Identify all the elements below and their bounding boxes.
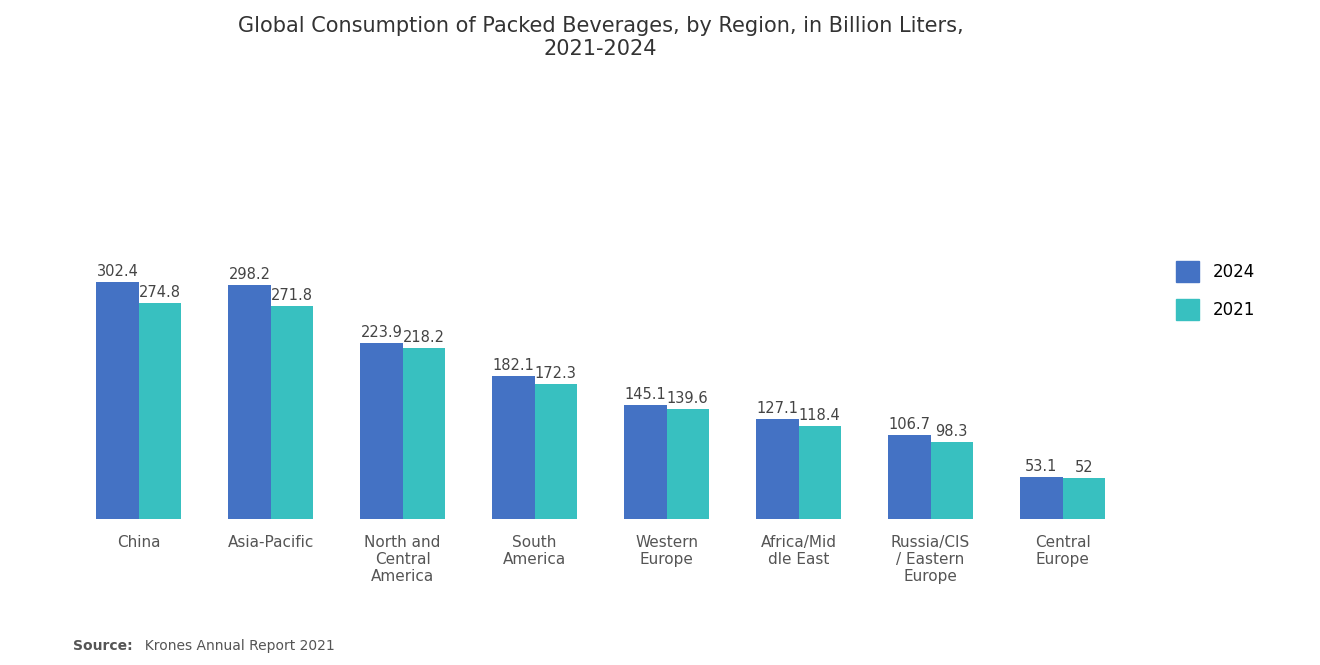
Text: 106.7: 106.7 (888, 417, 931, 432)
Text: 223.9: 223.9 (360, 325, 403, 340)
Bar (756, 419, 799, 519)
Bar (888, 435, 931, 519)
Bar (667, 409, 709, 519)
Bar (271, 306, 313, 519)
Text: 274.8: 274.8 (139, 285, 181, 300)
Title: Global Consumption of Packed Beverages, by Region, in Billion Liters,
2021-2024: Global Consumption of Packed Beverages, … (238, 15, 964, 59)
Text: 139.6: 139.6 (667, 391, 709, 406)
Text: 98.3: 98.3 (936, 424, 968, 438)
Text: 218.2: 218.2 (403, 330, 445, 344)
Text: 172.3: 172.3 (535, 366, 577, 380)
Bar (492, 376, 535, 519)
Text: 145.1: 145.1 (624, 387, 667, 402)
Bar (624, 405, 667, 519)
Text: Source:: Source: (73, 639, 132, 653)
Text: Krones Annual Report 2021: Krones Annual Report 2021 (136, 639, 335, 653)
Bar (228, 285, 271, 519)
Text: 118.4: 118.4 (799, 408, 841, 423)
Text: 302.4: 302.4 (96, 263, 139, 279)
Text: 182.1: 182.1 (492, 358, 535, 373)
Bar (535, 384, 577, 519)
Bar (96, 282, 139, 519)
Text: 127.1: 127.1 (756, 401, 799, 416)
Bar (139, 303, 181, 519)
Bar (360, 343, 403, 519)
Text: 298.2: 298.2 (228, 267, 271, 282)
Bar (1063, 478, 1105, 519)
Text: 271.8: 271.8 (271, 287, 313, 303)
Bar (931, 442, 973, 519)
Bar (799, 426, 841, 519)
Bar (1020, 477, 1063, 519)
Bar (403, 348, 445, 519)
Text: 53.1: 53.1 (1026, 459, 1057, 474)
Legend: 2024, 2021: 2024, 2021 (1168, 253, 1263, 329)
Text: 52: 52 (1074, 460, 1093, 475)
